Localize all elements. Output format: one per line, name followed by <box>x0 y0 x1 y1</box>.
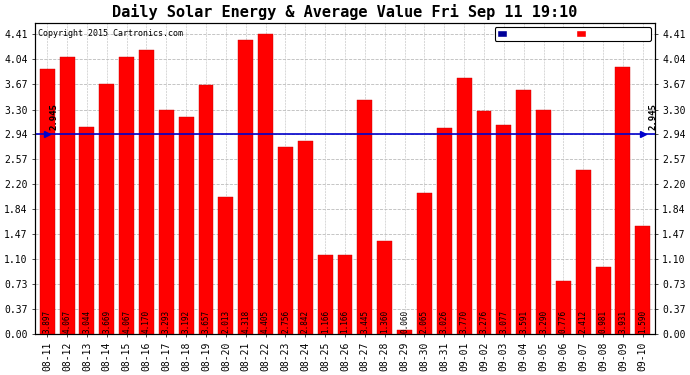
Text: 3.293: 3.293 <box>162 310 171 333</box>
Text: 2.065: 2.065 <box>420 310 429 333</box>
Bar <box>417 194 432 334</box>
Bar <box>40 69 55 334</box>
Bar <box>199 85 213 334</box>
Text: 4.067: 4.067 <box>122 310 131 333</box>
Text: 0.776: 0.776 <box>559 310 568 333</box>
Text: 2.945: 2.945 <box>648 104 657 130</box>
Text: 2.013: 2.013 <box>221 310 230 333</box>
Text: 0.981: 0.981 <box>599 310 608 333</box>
Text: 1.166: 1.166 <box>340 310 350 333</box>
Text: 4.405: 4.405 <box>261 310 270 333</box>
Bar <box>317 255 333 334</box>
Text: 2.945: 2.945 <box>50 104 59 130</box>
Bar <box>496 125 511 334</box>
Text: 3.669: 3.669 <box>102 310 111 333</box>
Text: 3.077: 3.077 <box>500 310 509 333</box>
Bar <box>238 40 253 334</box>
Bar <box>159 110 174 334</box>
Text: 4.170: 4.170 <box>142 310 151 333</box>
Text: 3.591: 3.591 <box>519 310 528 333</box>
Bar <box>298 141 313 334</box>
Bar <box>59 57 75 334</box>
Text: 3.290: 3.290 <box>539 310 548 333</box>
Bar <box>457 78 471 334</box>
Text: 4.067: 4.067 <box>63 310 72 333</box>
Text: 3.192: 3.192 <box>181 310 190 333</box>
Bar <box>377 242 392 334</box>
Bar <box>635 226 650 334</box>
Text: 0.060: 0.060 <box>400 310 409 333</box>
Bar <box>575 170 591 334</box>
Text: 2.412: 2.412 <box>579 310 588 333</box>
Bar <box>337 255 353 334</box>
Text: 3.931: 3.931 <box>618 310 627 333</box>
Text: 4.318: 4.318 <box>241 310 250 333</box>
Text: 1.166: 1.166 <box>321 310 330 333</box>
Bar <box>516 90 531 334</box>
Bar <box>119 57 134 334</box>
Text: 3.897: 3.897 <box>43 310 52 333</box>
Bar <box>219 197 233 334</box>
Text: 1.590: 1.590 <box>638 310 647 333</box>
Text: Copyright 2015 Cartronics.com: Copyright 2015 Cartronics.com <box>39 29 184 38</box>
Bar <box>556 281 571 334</box>
Text: 2.756: 2.756 <box>281 310 290 333</box>
Bar <box>99 84 115 334</box>
Bar <box>536 110 551 334</box>
Text: 3.445: 3.445 <box>360 310 369 333</box>
Bar <box>258 34 273 334</box>
Bar <box>397 330 412 334</box>
Bar <box>615 67 631 334</box>
Text: 1.360: 1.360 <box>380 310 389 333</box>
Text: 3.044: 3.044 <box>82 310 91 333</box>
Bar <box>278 147 293 334</box>
Text: 2.842: 2.842 <box>301 310 310 333</box>
Text: 3.770: 3.770 <box>460 310 469 333</box>
Bar <box>139 51 154 334</box>
Text: 3.657: 3.657 <box>201 310 210 333</box>
Bar <box>595 267 611 334</box>
Bar <box>437 128 452 334</box>
Legend: Average  ($), Daily   ($): Average ($), Daily ($) <box>495 27 651 41</box>
Bar <box>79 127 95 334</box>
Bar <box>179 117 194 334</box>
Text: 3.026: 3.026 <box>440 310 449 333</box>
Bar <box>477 111 491 334</box>
Bar <box>357 100 373 334</box>
Title: Daily Solar Energy & Average Value Fri Sep 11 19:10: Daily Solar Energy & Average Value Fri S… <box>112 4 578 20</box>
Text: 3.276: 3.276 <box>480 310 489 333</box>
